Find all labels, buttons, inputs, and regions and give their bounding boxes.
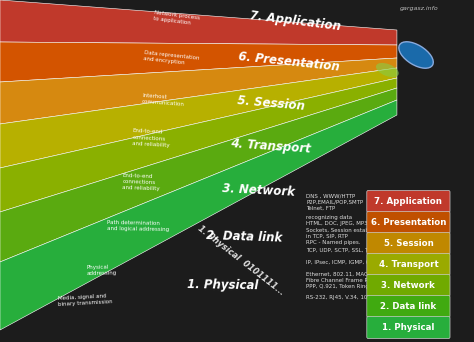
- Text: 5. Session: 5. Session: [383, 239, 433, 248]
- Text: 2. Data link: 2. Data link: [206, 229, 283, 245]
- Text: Physical
addressing: Physical addressing: [86, 264, 117, 276]
- Text: 7. Application: 7. Application: [249, 9, 341, 33]
- Ellipse shape: [399, 42, 433, 68]
- Text: Sockets, Session establishment
in TCP, SIP, RTP
RPC - Named pipes.: Sockets, Session establishment in TCP, S…: [306, 228, 393, 246]
- Text: Ethernet, 802.11, MAC/LLC,VLAN, ATM, HDP
Fibre Channel Frame Relay, HDLC,
PPP, Q: Ethernet, 802.11, MAC/LLC,VLAN, ATM, HDP…: [306, 272, 426, 289]
- Text: Interhost
communication: Interhost communication: [142, 93, 185, 107]
- Text: DNS , WWW/HTTP
P2P,EMAIL/POP,SMTP
Telnet, FTP: DNS , WWW/HTTP P2P,EMAIL/POP,SMTP Telnet…: [306, 193, 363, 210]
- Polygon shape: [0, 0, 397, 45]
- Text: 5. Session: 5. Session: [237, 94, 306, 113]
- Text: 3. Network: 3. Network: [382, 281, 435, 290]
- FancyBboxPatch shape: [367, 275, 450, 297]
- FancyBboxPatch shape: [367, 316, 450, 339]
- Text: 1. Physical  0101111...: 1. Physical 0101111...: [196, 223, 286, 297]
- Text: 4. Transport: 4. Transport: [379, 260, 438, 269]
- FancyBboxPatch shape: [367, 233, 450, 254]
- FancyBboxPatch shape: [367, 253, 450, 276]
- Text: Network process
to application: Network process to application: [153, 10, 200, 26]
- Text: End-to-end
connections
and reliability: End-to-end connections and reliability: [132, 128, 171, 148]
- Polygon shape: [0, 88, 397, 262]
- Text: Data representation
and encryption: Data representation and encryption: [144, 50, 200, 66]
- Text: 7. Application: 7. Application: [374, 197, 442, 206]
- Text: 3. Network: 3. Network: [222, 182, 295, 198]
- Polygon shape: [0, 42, 397, 82]
- Polygon shape: [0, 100, 397, 330]
- Text: RS-232, RJ45, V.34, 100BASE-TX, SDH, DSL, 802.11: RS-232, RJ45, V.34, 100BASE-TX, SDH, DSL…: [306, 295, 446, 300]
- Text: TCP, UDP, SCTP, SSL, TLS: TCP, UDP, SCTP, SSL, TLS: [306, 248, 375, 253]
- FancyBboxPatch shape: [367, 190, 450, 212]
- Polygon shape: [0, 78, 397, 212]
- Text: End-to-end
connections
and reliability: End-to-end connections and reliability: [122, 173, 161, 192]
- Text: 2. Data link: 2. Data link: [380, 302, 437, 311]
- Text: Path determination
and logical addressing: Path determination and logical addressin…: [107, 220, 169, 232]
- Text: 6. Presentation: 6. Presentation: [237, 50, 340, 74]
- Text: gargasz.info: gargasz.info: [399, 6, 438, 11]
- Ellipse shape: [376, 63, 399, 77]
- Text: recognizing data
HTML, DOC, JPEG, MP3, AVI: recognizing data HTML, DOC, JPEG, MP3, A…: [306, 215, 380, 226]
- Text: Media, signal and
binary transmission: Media, signal and binary transmission: [57, 293, 112, 307]
- FancyBboxPatch shape: [367, 211, 450, 234]
- Polygon shape: [0, 68, 397, 168]
- Text: IP, IPsec, ICMP, IGMP, OSPF: IP, IPsec, ICMP, IGMP, OSPF: [306, 260, 380, 265]
- Polygon shape: [0, 58, 397, 124]
- Text: 4. Transport: 4. Transport: [229, 137, 310, 155]
- FancyBboxPatch shape: [367, 295, 450, 317]
- Text: 6. Presentation: 6. Presentation: [371, 218, 446, 227]
- Text: 1. Physical: 1. Physical: [382, 323, 435, 332]
- Text: 1. Physical: 1. Physical: [186, 278, 258, 292]
